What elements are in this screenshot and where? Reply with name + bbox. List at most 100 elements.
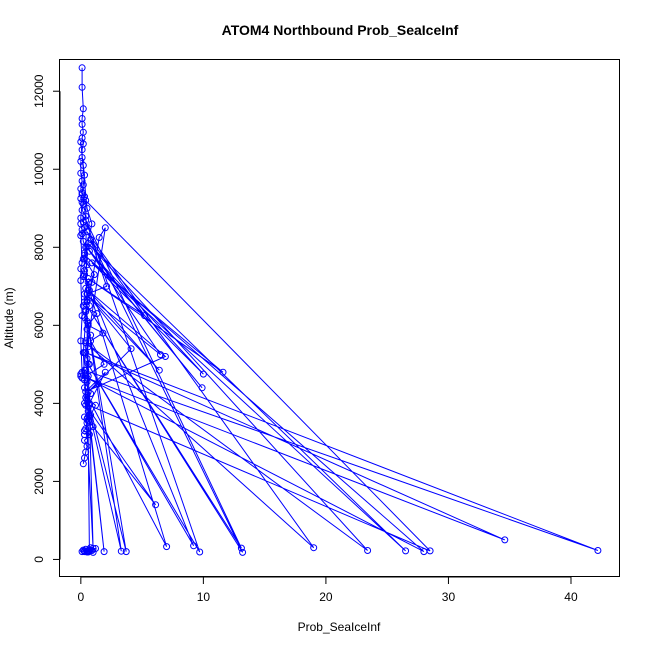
data-point [77,277,85,284]
data-point [84,417,92,425]
data-point [84,286,92,294]
data-point [78,198,86,206]
y-tick-label: 12000 [32,74,46,108]
data-point [78,191,86,199]
data-point [89,423,97,431]
data-point [155,366,163,374]
data-point [161,353,169,360]
data-point [117,547,125,555]
data-point [364,547,372,554]
data-point [103,282,111,290]
data-point [77,370,85,378]
y-tick-label: 10000 [32,152,46,186]
data-point [122,548,130,556]
data-point [83,243,91,251]
data-point [90,271,98,279]
series-2 [81,197,602,556]
data-point [141,312,149,320]
data-point [83,415,91,423]
data-point [83,298,91,306]
data-point [426,547,434,555]
series-line [83,199,599,553]
data-point [219,368,227,376]
y-tick-label: 2000 [32,468,46,495]
data-point [79,349,87,357]
data-point [77,337,85,345]
data-point [84,360,92,368]
data-point [77,372,85,380]
x-tick-label: 0 [77,590,84,604]
data-point [77,265,85,273]
data-point [501,536,509,544]
y-axis-title: Altitude (m) [2,287,16,348]
data-point [84,275,92,282]
y-axis: 0 2000 4000 6000 8000 10000 12000 [32,74,61,563]
y-tick-label: 4000 [32,390,46,417]
data-point [100,360,108,368]
data-point [87,411,95,419]
data-point [94,380,102,388]
data-point [402,547,410,555]
data-point [79,460,87,468]
data-point [83,317,91,325]
x-tick-label: 40 [564,590,578,604]
plot-area [77,64,602,556]
x-axis-title: Prob_SeaIceInf [298,620,381,634]
chart-title: ATOM4 Northbound Prob_SeaIceInf [222,22,459,38]
data-point [77,138,85,146]
data-point [77,195,85,202]
y-tick-label: 8000 [32,234,46,261]
x-tick-label: 30 [442,590,456,604]
data-point [84,547,92,554]
data-point [81,427,88,435]
series-3 [77,138,227,439]
series-5 [78,544,99,556]
data-point [78,374,86,382]
x-tick-label: 20 [319,590,333,604]
data-point [83,204,91,212]
y-tick-label: 0 [32,556,46,563]
data-point [82,394,90,401]
data-point [87,236,95,243]
data-point [152,501,160,509]
data-point [81,431,88,439]
data-point [78,83,86,91]
data-point [594,547,602,554]
data-point [239,548,247,556]
data-point [83,290,91,298]
data-point [78,177,86,185]
data-point [88,278,96,286]
data-point [81,271,88,279]
data-point [77,232,85,240]
data-point [100,548,108,556]
data-point [237,544,245,552]
x-tick-label: 10 [197,590,211,604]
data-point [78,64,86,72]
x-axis: 0 10 20 30 40 [77,576,578,604]
data-point [99,329,107,337]
data-point [82,337,90,345]
data-point [78,120,86,128]
y-tick-label: 6000 [32,312,46,339]
data-point [84,403,92,411]
data-point [77,169,85,177]
data-point [92,401,99,409]
data-point [127,345,135,353]
data-point [199,370,207,378]
data-point [190,542,198,550]
data-point [93,310,101,318]
data-point [196,548,204,556]
data-point [101,224,109,232]
data-point [101,368,109,376]
data-point [79,105,87,113]
series-line [80,141,224,435]
data-point [88,220,96,228]
data-point [83,548,91,556]
data-point [95,234,103,241]
data-point [310,544,318,552]
series-4 [77,157,109,435]
data-point [85,431,93,439]
data-point [78,312,86,320]
